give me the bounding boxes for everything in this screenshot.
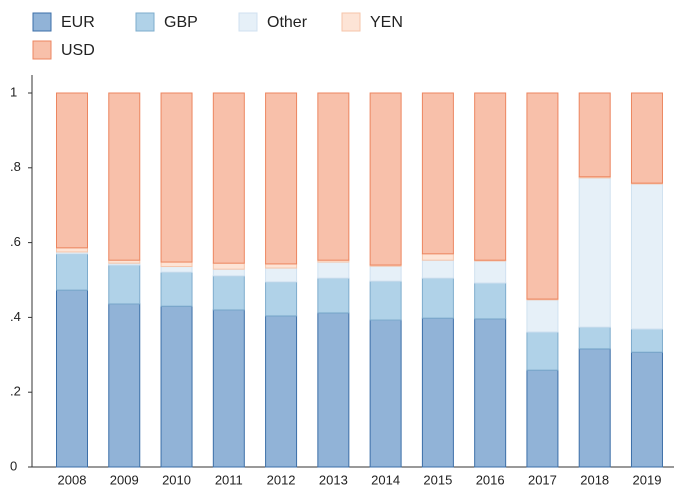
- bar-segment: [369, 319, 402, 468]
- legend-label: EUR: [61, 14, 95, 31]
- y-tick-label: .6: [10, 234, 21, 249]
- legend-swatch: [341, 12, 361, 32]
- legend-label: USD: [61, 42, 95, 59]
- bar-segment: [265, 267, 298, 283]
- bar-segment: [317, 312, 350, 468]
- bar-segment: [56, 92, 88, 249]
- bar-segment: [212, 262, 245, 270]
- bar-segment: [160, 261, 193, 268]
- x-tick-label: 2016: [476, 472, 505, 486]
- legend-swatch: [32, 40, 52, 60]
- bar-segment: [421, 92, 454, 255]
- y-tick-label: .2: [10, 384, 21, 399]
- bar-segment: [578, 92, 611, 178]
- x-tick-label: 2008: [58, 472, 87, 486]
- bar-segment: [474, 260, 507, 284]
- x-tick-label: 2010: [162, 472, 191, 486]
- y-tick-label: .4: [10, 309, 21, 324]
- bar-segment: [526, 92, 559, 300]
- x-tick-label: 2012: [267, 472, 296, 486]
- bar-segment: [474, 92, 507, 261]
- x-tick-label: 2014: [371, 472, 400, 486]
- x-tick-label: 2011: [215, 472, 243, 486]
- bar-segment: [56, 289, 88, 468]
- bar-segment: [526, 299, 559, 333]
- bar-segment: [108, 92, 141, 261]
- bar-segment: [108, 264, 141, 305]
- legend-label: Other: [267, 14, 308, 31]
- bar-segment: [317, 277, 350, 314]
- bar-segment: [160, 271, 193, 307]
- bar-segment: [212, 309, 245, 468]
- bar-segment: [526, 369, 559, 468]
- x-tick-label: 2017: [528, 472, 557, 486]
- legend-label: YEN: [370, 14, 403, 31]
- bar-segment: [56, 247, 88, 253]
- y-tick-label: 0: [10, 458, 17, 473]
- bar-segment: [265, 281, 298, 317]
- bar-segment: [526, 331, 559, 371]
- legend-swatch: [135, 12, 155, 32]
- bar-segment: [212, 275, 245, 311]
- bar-segment: [317, 92, 350, 261]
- bar-segment: [212, 92, 245, 264]
- y-tick-label: .8: [10, 159, 21, 174]
- bar-segment: [421, 259, 454, 279]
- bar-segment: [265, 315, 298, 468]
- bar-segment: [630, 351, 663, 468]
- bar-segment: [421, 317, 454, 468]
- bar-segment: [212, 268, 245, 277]
- bar-segment: [369, 265, 402, 282]
- bar-segment: [160, 266, 193, 273]
- bar-segment: [56, 253, 88, 291]
- legend-swatch: [32, 12, 52, 32]
- bar-segment: [421, 277, 454, 319]
- bar-segment: [474, 318, 507, 468]
- bar-segment: [578, 348, 611, 468]
- bar-segment: [160, 305, 193, 468]
- x-tick-label: 2013: [319, 472, 348, 486]
- x-tick-label: 2009: [110, 472, 139, 486]
- bar-segment: [421, 253, 454, 261]
- legend-label: GBP: [164, 14, 198, 31]
- bar-segment: [265, 92, 298, 265]
- x-tick-label: 2015: [423, 472, 452, 486]
- bar-segment: [630, 183, 663, 330]
- bar-segment: [317, 261, 350, 279]
- bar-segment: [630, 92, 663, 184]
- bar-segment: [160, 92, 193, 263]
- bar-segment: [474, 282, 507, 320]
- bar-segment: [265, 263, 298, 269]
- bar-segment: [108, 303, 141, 468]
- bar-segment: [578, 326, 611, 350]
- x-tick-label: 2019: [633, 472, 662, 486]
- bar-segment: [369, 92, 402, 266]
- bar-segment: [630, 328, 663, 353]
- legend-swatch: [238, 12, 258, 32]
- x-tick-label: 2018: [580, 472, 609, 486]
- bar-segment: [369, 280, 402, 321]
- bar-segment: [578, 177, 611, 328]
- y-tick-label: 1: [10, 84, 17, 99]
